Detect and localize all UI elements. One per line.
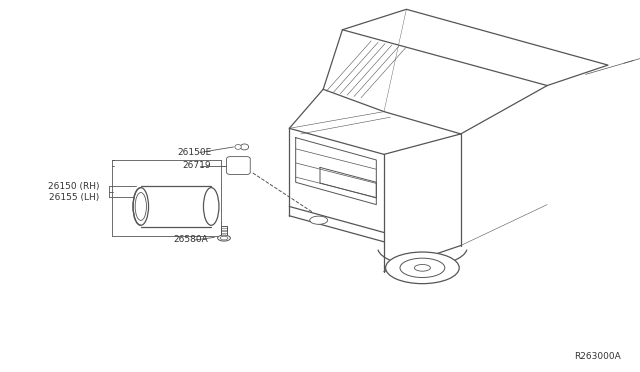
Text: 26150E: 26150E <box>177 148 211 157</box>
Ellipse shape <box>385 252 460 283</box>
Ellipse shape <box>241 144 249 150</box>
Ellipse shape <box>135 193 147 220</box>
Ellipse shape <box>235 144 241 149</box>
FancyBboxPatch shape <box>227 157 250 174</box>
Ellipse shape <box>133 187 148 225</box>
Ellipse shape <box>218 235 230 241</box>
Text: 26580A: 26580A <box>173 235 208 244</box>
Text: R263000A: R263000A <box>574 352 621 361</box>
Text: 26155 (LH): 26155 (LH) <box>49 193 99 202</box>
Ellipse shape <box>204 187 219 225</box>
Ellipse shape <box>400 258 445 278</box>
Text: 26150 (RH): 26150 (RH) <box>48 182 99 190</box>
Ellipse shape <box>310 216 328 224</box>
Text: 26719: 26719 <box>182 161 211 170</box>
Ellipse shape <box>220 236 228 240</box>
Ellipse shape <box>415 264 431 271</box>
